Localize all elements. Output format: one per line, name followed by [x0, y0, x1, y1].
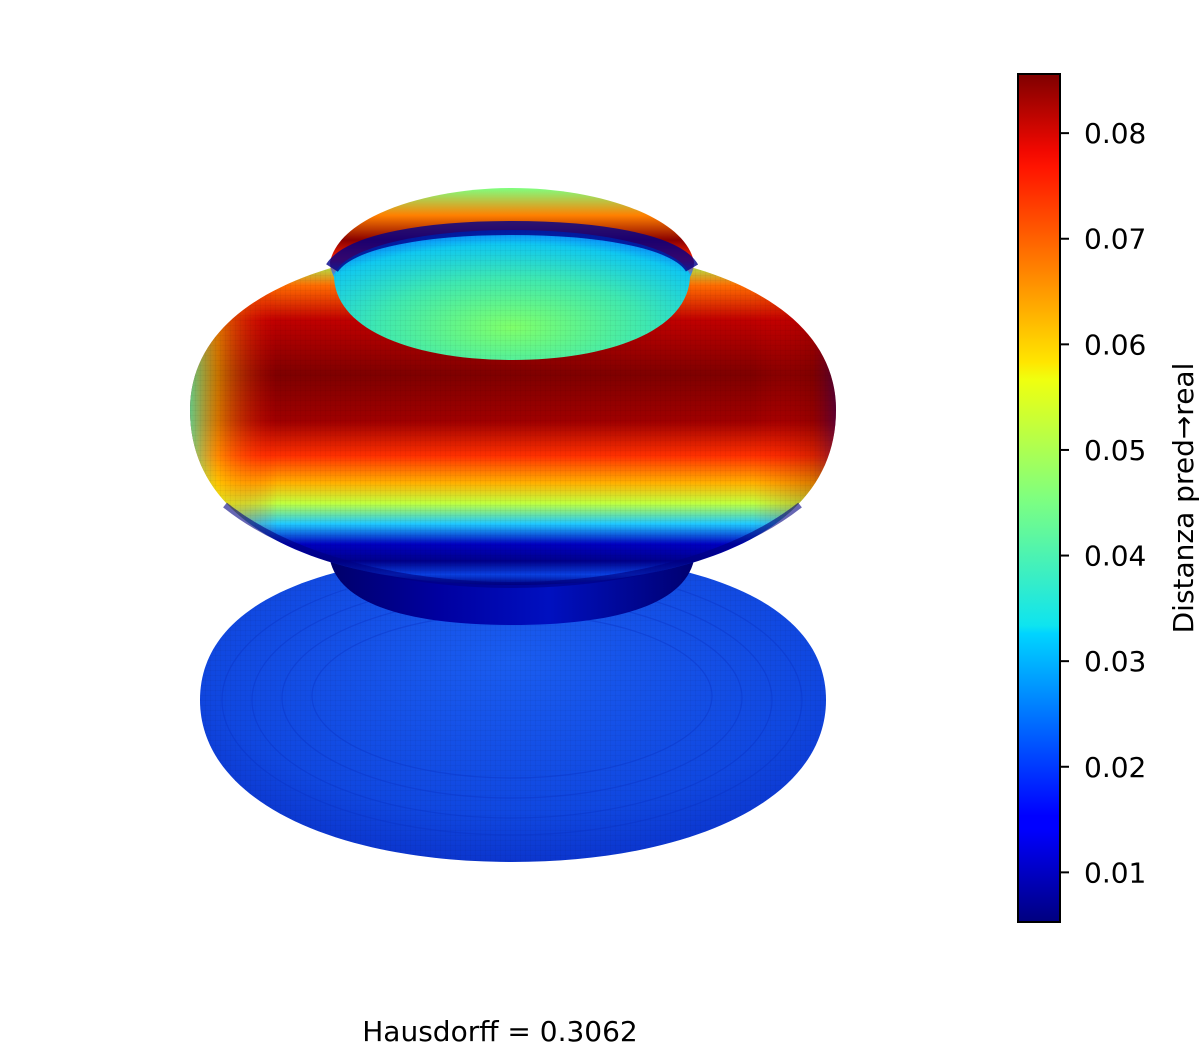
- colorbar-tick-label: 0.04: [1084, 540, 1146, 573]
- base-disk: [200, 553, 826, 862]
- hausdorff-caption: Hausdorff = 0.3062: [362, 1015, 638, 1048]
- colorbar-tick-label: 0.07: [1084, 223, 1146, 256]
- surface-plot: [190, 188, 836, 862]
- colorbar-tick-label: 0.02: [1084, 751, 1146, 784]
- colorbar-tick-label: 0.01: [1084, 856, 1146, 889]
- colorbar-tick-label: 0.03: [1084, 645, 1146, 678]
- colorbar-gradient: [1017, 73, 1061, 923]
- colorbar: 0.01 0.02 0.03 0.04 0.05 0.06 0.07 0.08 Distanz…: [1017, 73, 1200, 923]
- colorbar-tick-label: 0.08: [1084, 117, 1146, 150]
- colorbar-tick-label: 0.05: [1084, 434, 1146, 467]
- colorbar-tick-label: 0.06: [1084, 328, 1146, 361]
- colorbar-ticks: 0.01 0.02 0.03 0.04 0.05 0.06 0.07 0.08: [1060, 117, 1146, 889]
- colorbar-label: Distanza pred→real: [1167, 363, 1200, 634]
